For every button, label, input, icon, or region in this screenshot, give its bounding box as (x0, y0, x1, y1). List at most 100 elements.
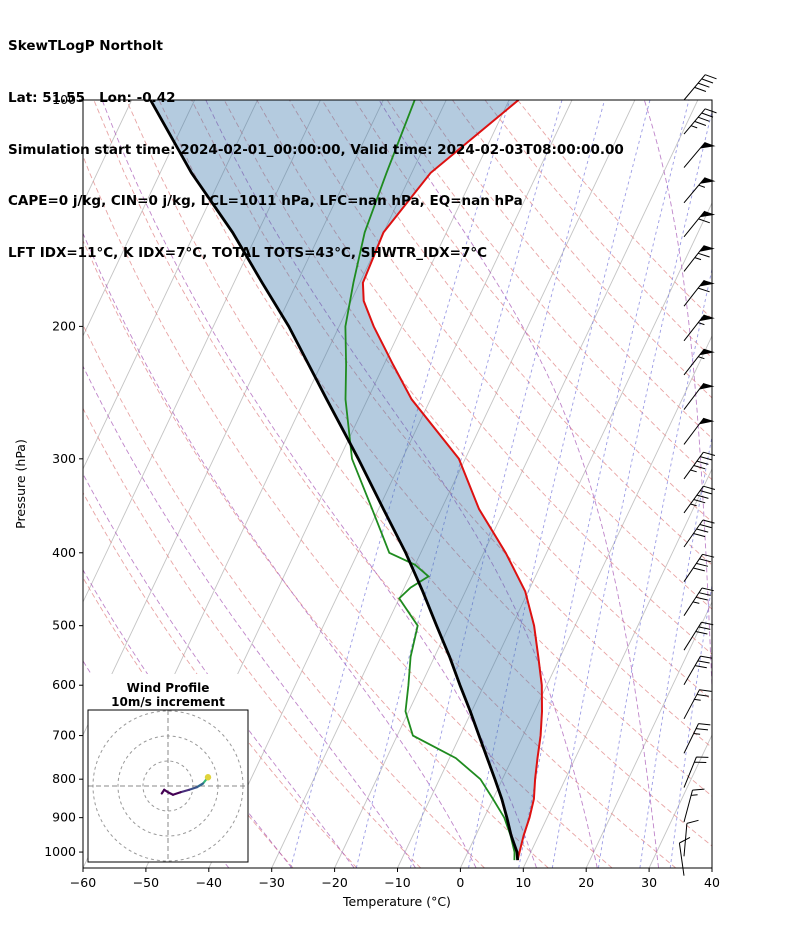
barb-staff (683, 314, 705, 342)
x-tick-label: 20 (578, 875, 594, 890)
isotherm-lines (83, 100, 712, 868)
barb-staff (683, 553, 715, 582)
dry-adiabat-line (354, 100, 712, 523)
wind-barb (683, 621, 714, 651)
dry-adiabat-line (158, 100, 712, 797)
wind-barb (683, 553, 715, 582)
dry-adiabat-line (93, 100, 677, 868)
y-tick-label: 100 (52, 92, 76, 107)
hodograph-trace-segment (179, 788, 191, 794)
x-tick-label: 10 (515, 875, 531, 890)
wind-barb (683, 210, 716, 238)
y-tick-label: 400 (52, 545, 76, 560)
hodograph-title: Wind Profile (127, 681, 210, 695)
wind-barb (683, 417, 715, 445)
background-lines (83, 100, 712, 868)
cape-line: CAPE=0 j/kg, CIN=0 j/kg, LCL=1011 hPa, L… (8, 193, 523, 210)
y-tick-label: 200 (52, 318, 76, 333)
barb-staff (683, 245, 710, 272)
hodograph-subtitle: 10m/s increment (111, 695, 225, 709)
dry-adiabat-line (289, 100, 712, 610)
wind-barb (683, 485, 716, 514)
chart-header: SkewTLogP Northolt Lat: 51.55 Lon: -0.42… (8, 4, 624, 296)
barb-staff (683, 621, 714, 651)
wind-barb (683, 177, 716, 204)
x-tick-label: 40 (704, 875, 720, 890)
moist-adiabat-line (83, 569, 293, 868)
wind-barb (683, 655, 713, 685)
dry-adiabat-line (191, 100, 712, 749)
hodograph-trace-start (204, 774, 212, 781)
mixing-ratio-line (409, 100, 606, 868)
mixing-ratio-line (669, 582, 712, 868)
dry-adiabat-line (83, 323, 485, 868)
hodograph-trace-segment (195, 782, 205, 789)
dry-adiabat-line (223, 100, 712, 701)
location-line: Lat: 51.55 Lon: -0.42 (8, 90, 176, 107)
wind-barb (683, 689, 712, 720)
barb-staff (683, 485, 716, 514)
wind-barb (683, 723, 711, 754)
y-tick-label: 600 (52, 677, 76, 692)
x-tick-label: −30 (259, 875, 285, 890)
time-line: Simulation start time: 2024-02-01_00:00:… (8, 141, 624, 158)
wind-barb (683, 279, 715, 307)
temperature-line (361, 100, 544, 861)
barb-staff (683, 451, 716, 480)
wind-barb (683, 788, 705, 823)
barb-staff (683, 141, 706, 168)
barb-staff (683, 689, 712, 720)
hodograph-border (87, 709, 249, 863)
wind-barb (683, 141, 716, 168)
barb-staff (683, 382, 705, 410)
barb-staff (683, 519, 715, 548)
barb-staff (683, 756, 709, 788)
parcel-line (149, 100, 519, 861)
index-line: LFT IDX=11°C, K IDX=7°C, TOTAL TOTS=43°C… (8, 244, 488, 261)
x-tick-label: 30 (641, 875, 657, 890)
dry-adiabat-line (83, 491, 358, 868)
wind-barb-column (678, 74, 717, 876)
wind-barb (683, 756, 709, 788)
x-tick-label: −60 (70, 875, 96, 890)
hodograph-trace-segment (188, 786, 198, 791)
hodograph-trace-segment (171, 791, 182, 796)
dry-adiabat-line (83, 239, 549, 868)
x-tick-label: −50 (133, 875, 159, 890)
mixing-ratio-line (518, 100, 690, 868)
barb-staff (678, 836, 691, 876)
barb-staff (683, 210, 710, 238)
dry-adiabat-line (321, 100, 712, 566)
mixing-ratio-line (597, 267, 712, 868)
moist-adiabat-line (83, 232, 477, 868)
barb-staff (683, 74, 717, 101)
x-tick-label: −10 (384, 875, 410, 890)
hodograph-trace-segment (160, 788, 166, 795)
wind-barb (683, 348, 715, 376)
wind-barb (683, 108, 717, 135)
barb-staff (683, 108, 717, 135)
mixing-ratio-line (355, 100, 563, 868)
wind-barb (683, 451, 716, 480)
barb-staff (683, 177, 706, 204)
dry-adiabat-line (83, 576, 294, 868)
dry-adiabat-line (256, 100, 712, 655)
moist-adiabat-line (83, 473, 355, 868)
wind-barb (678, 836, 691, 876)
mixing-ratio-line (290, 100, 511, 868)
y-tick-label: 900 (52, 810, 76, 825)
x-tick-label: 0 (456, 875, 464, 890)
mixing-ratio-line (639, 434, 712, 868)
dry-adiabat-line (125, 100, 712, 847)
x-axis-label: Temperature (°C) (342, 894, 451, 909)
barb-staff (683, 723, 711, 754)
moist-adiabat-line (205, 100, 598, 868)
wind-barb (683, 819, 699, 857)
wind-barb (683, 382, 715, 410)
moist-adiabat-line (83, 365, 416, 868)
y-tick-label: 500 (52, 618, 76, 633)
chart-title: SkewTLogP Northolt (8, 38, 163, 55)
